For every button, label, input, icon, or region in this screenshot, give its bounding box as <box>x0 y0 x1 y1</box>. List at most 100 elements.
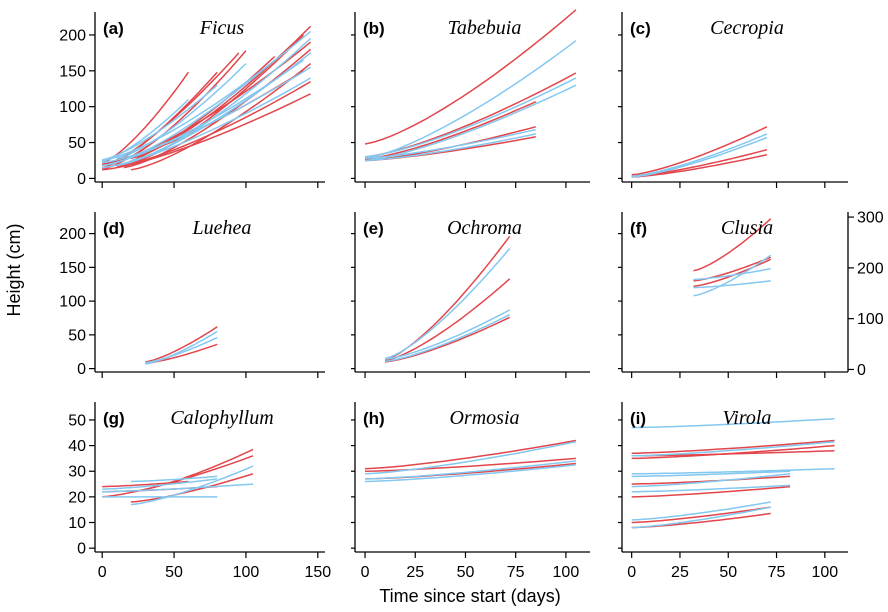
growth-curve-blue <box>102 478 218 490</box>
y-tick-label: 0 <box>77 361 86 378</box>
growth-curve-blue <box>116 63 247 160</box>
y-tick-label: 100 <box>59 294 86 311</box>
growth-curve-blue <box>693 267 771 281</box>
x-tick-label: 0 <box>361 564 370 581</box>
y-tick-label: 0 <box>77 171 86 188</box>
y-tick-label: 20 <box>68 489 86 506</box>
growth-curve-red <box>384 235 511 361</box>
growth-curve-red <box>693 256 772 282</box>
y-tick-label: 30 <box>68 464 86 481</box>
growth-curve-blue <box>130 37 312 162</box>
growth-curve-blue <box>631 473 791 488</box>
panel-title: Ormosia <box>449 407 519 429</box>
right-y-tick-label: 300 <box>857 210 884 227</box>
x-tick-label: 75 <box>507 564 525 581</box>
growth-curve-blue <box>631 440 835 457</box>
growth-curve-blue <box>364 77 577 158</box>
x-tick-label: 25 <box>671 564 689 581</box>
y-tick-label: 50 <box>68 412 86 429</box>
y-tick-label: 0 <box>77 541 86 558</box>
growth-curve-blue <box>631 501 771 521</box>
panel-tabebuia: (b) Tabebuia <box>351 9 590 188</box>
growth-curve-blue <box>145 336 218 364</box>
growth-curve-red <box>364 72 577 158</box>
growth-curve-blue <box>364 440 577 475</box>
growth-curve-blue <box>102 30 312 162</box>
growth-curve-red <box>116 50 247 164</box>
growth-curve-red <box>364 101 537 160</box>
panel-ormosia: 0 25 50 75 100 (h) Ormosia <box>351 402 590 581</box>
panel-letter: (i) <box>630 409 646 428</box>
x-tick-label: 100 <box>811 564 838 581</box>
growth-curve-red <box>145 326 218 363</box>
growth-curve-red <box>631 485 791 498</box>
x-tick-label: 50 <box>165 564 183 581</box>
growth-curve-red <box>364 136 536 162</box>
growth-curve-red <box>116 80 311 167</box>
panel-letter: (a) <box>103 19 124 38</box>
growth-curve-red <box>385 316 511 363</box>
growth-curve-blue <box>631 506 771 529</box>
growth-curve-red <box>631 439 835 455</box>
y-tick-label: 150 <box>59 260 86 277</box>
panel-letter: (b) <box>363 19 385 38</box>
growth-curve-red <box>364 457 576 472</box>
growth-curve-blue <box>384 309 511 360</box>
growth-curve-blue <box>102 483 254 493</box>
panel-title: Tabebuia <box>448 17 522 39</box>
growth-curve-red <box>102 93 311 171</box>
panel-letter: (f) <box>630 219 647 238</box>
growth-curve-blue <box>364 128 536 160</box>
x-tick-label: 0 <box>98 564 107 581</box>
x-tick-label: 0 <box>627 564 636 581</box>
y-tick-label: 40 <box>68 438 86 455</box>
panel-title: Calophyllum <box>170 407 273 429</box>
panel-ochroma: (e) Ochroma <box>351 212 590 378</box>
panel-title: Virola <box>723 407 772 429</box>
panel-title: Cecropia <box>710 17 784 39</box>
panel-letter: (c) <box>630 19 651 38</box>
y-tick-label: 50 <box>68 135 86 152</box>
growth-curve-blue <box>364 133 536 162</box>
growth-curve-blue <box>364 460 576 480</box>
growth-curve-red <box>130 473 254 503</box>
panel-clusia: 0 100 200 300 (f) Clusia <box>618 210 884 379</box>
growth-curve-blue <box>364 84 577 162</box>
growth-curve-blue <box>385 313 511 362</box>
panel-virola: 0 25 50 75 100 (i) Virola <box>618 402 848 581</box>
x-axis-title: Time since start (days) <box>379 586 560 606</box>
growth-curve-blue <box>631 133 768 178</box>
y-tick-label: 50 <box>68 327 86 344</box>
growth-curve-blue <box>130 475 218 483</box>
growth-curve-blue <box>364 40 577 160</box>
growth-curve-red <box>631 475 791 485</box>
x-tick-label: 50 <box>457 564 475 581</box>
growth-curve-red <box>364 439 577 470</box>
growth-curve-blue <box>130 465 254 506</box>
growth-curve-blue <box>693 254 772 297</box>
growth-curve-blue <box>102 66 311 164</box>
panel-calophyllum: 0 10 20 30 40 50 0 50 100 150 (g) Calophyllum <box>68 402 331 581</box>
right-y-tick-label: 100 <box>857 311 884 328</box>
x-tick-label: 100 <box>553 564 580 581</box>
growth-curve-red <box>693 218 772 272</box>
growth-curve-red <box>130 63 312 171</box>
growth-curve-blue <box>631 484 791 493</box>
panel-title: Clusia <box>721 217 773 239</box>
growth-curve-blue <box>631 470 791 478</box>
growth-curve-red <box>631 506 771 524</box>
x-tick-label: 100 <box>233 564 260 581</box>
right-y-tick-label: 200 <box>857 260 884 277</box>
x-tick-label: 50 <box>719 564 737 581</box>
x-tick-label: 75 <box>768 564 786 581</box>
panel-ficus: 0 50 100 150 200 (a) Ficus <box>59 12 325 188</box>
panel-title: Ficus <box>199 17 245 39</box>
growth-curve-red <box>631 444 835 460</box>
y-axis-title: Height (cm) <box>4 223 24 316</box>
panel-cecropia: (c) Cecropia <box>618 12 848 188</box>
growth-curve-blue <box>631 136 768 178</box>
panel-title: Luehea <box>192 217 252 239</box>
growth-curve-red <box>364 9 577 145</box>
y-tick-label: 150 <box>59 63 86 80</box>
